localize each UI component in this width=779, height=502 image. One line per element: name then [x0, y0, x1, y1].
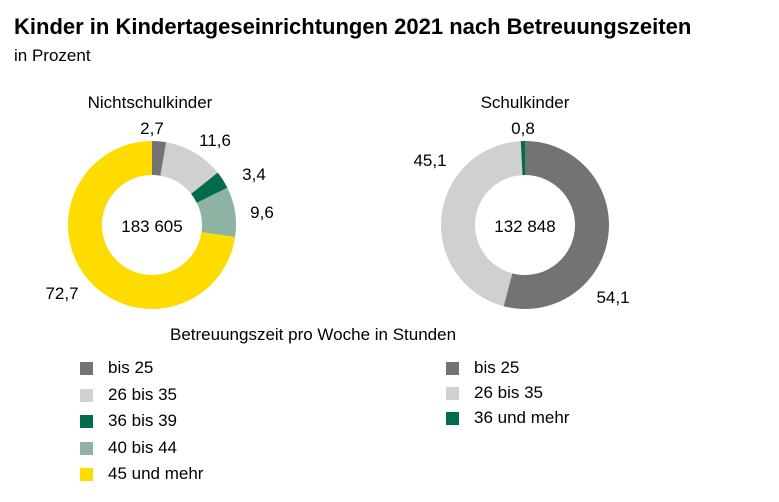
legend-title: Betreuungszeit pro Woche in Stunden	[170, 325, 457, 344]
data-label: 11,6	[199, 131, 231, 150]
donut-slice	[160, 142, 218, 194]
legend-swatch	[80, 388, 93, 402]
legend-label: 45 und mehr	[108, 464, 204, 483]
legend-item: 36 und mehr	[446, 408, 569, 428]
legend-swatch	[80, 467, 93, 481]
donut-slice	[67, 141, 236, 309]
data-label: 9,6	[250, 203, 274, 222]
data-label: 2,7	[140, 119, 164, 138]
data-label: 54,1	[596, 288, 629, 307]
legend-swatch	[80, 361, 93, 375]
legend-swatch	[446, 411, 459, 425]
legend-item: 40 bis 44	[80, 438, 177, 458]
legend-label: 36 und mehr	[474, 408, 570, 427]
legend-label: 36 bis 39	[108, 411, 177, 430]
donut-slice	[503, 141, 610, 309]
legend-swatch	[446, 386, 459, 400]
center-total-label: 132 848	[494, 217, 555, 236]
donut-slice	[520, 141, 525, 176]
legend-item: 45 und mehr	[80, 464, 203, 484]
legend-label: bis 25	[474, 358, 520, 377]
legend-item: bis 25	[446, 358, 519, 378]
legend-label: bis 25	[108, 358, 154, 377]
donut-title: Schulkinder	[481, 93, 570, 112]
donut-slice	[196, 187, 236, 238]
donut-slice	[191, 172, 228, 203]
donut-slice	[152, 141, 167, 176]
legend-item: 26 bis 35	[446, 383, 543, 403]
donut-title: Nichtschulkinder	[88, 93, 213, 112]
center-total-label: 183 605	[121, 217, 182, 236]
chart-subtitle: in Prozent	[14, 46, 91, 65]
legend-label: 26 bis 35	[474, 383, 543, 402]
data-label: 72,7	[45, 284, 78, 303]
data-label: 0,8	[511, 119, 535, 138]
donut-slice	[441, 141, 523, 307]
legend-item: 26 bis 35	[80, 385, 177, 405]
legend-item: bis 25	[80, 358, 153, 378]
legend-label: 26 bis 35	[108, 385, 177, 404]
data-label: 3,4	[242, 165, 266, 184]
legend-swatch	[446, 361, 459, 375]
legend-item: 36 bis 39	[80, 411, 177, 431]
legend-swatch	[80, 441, 93, 455]
legend-swatch	[80, 414, 93, 428]
legend-label: 40 bis 44	[108, 438, 177, 457]
data-label: 45,1	[413, 151, 446, 170]
chart-title: Kinder in Kindertageseinrichtungen 2021 …	[14, 14, 692, 39]
